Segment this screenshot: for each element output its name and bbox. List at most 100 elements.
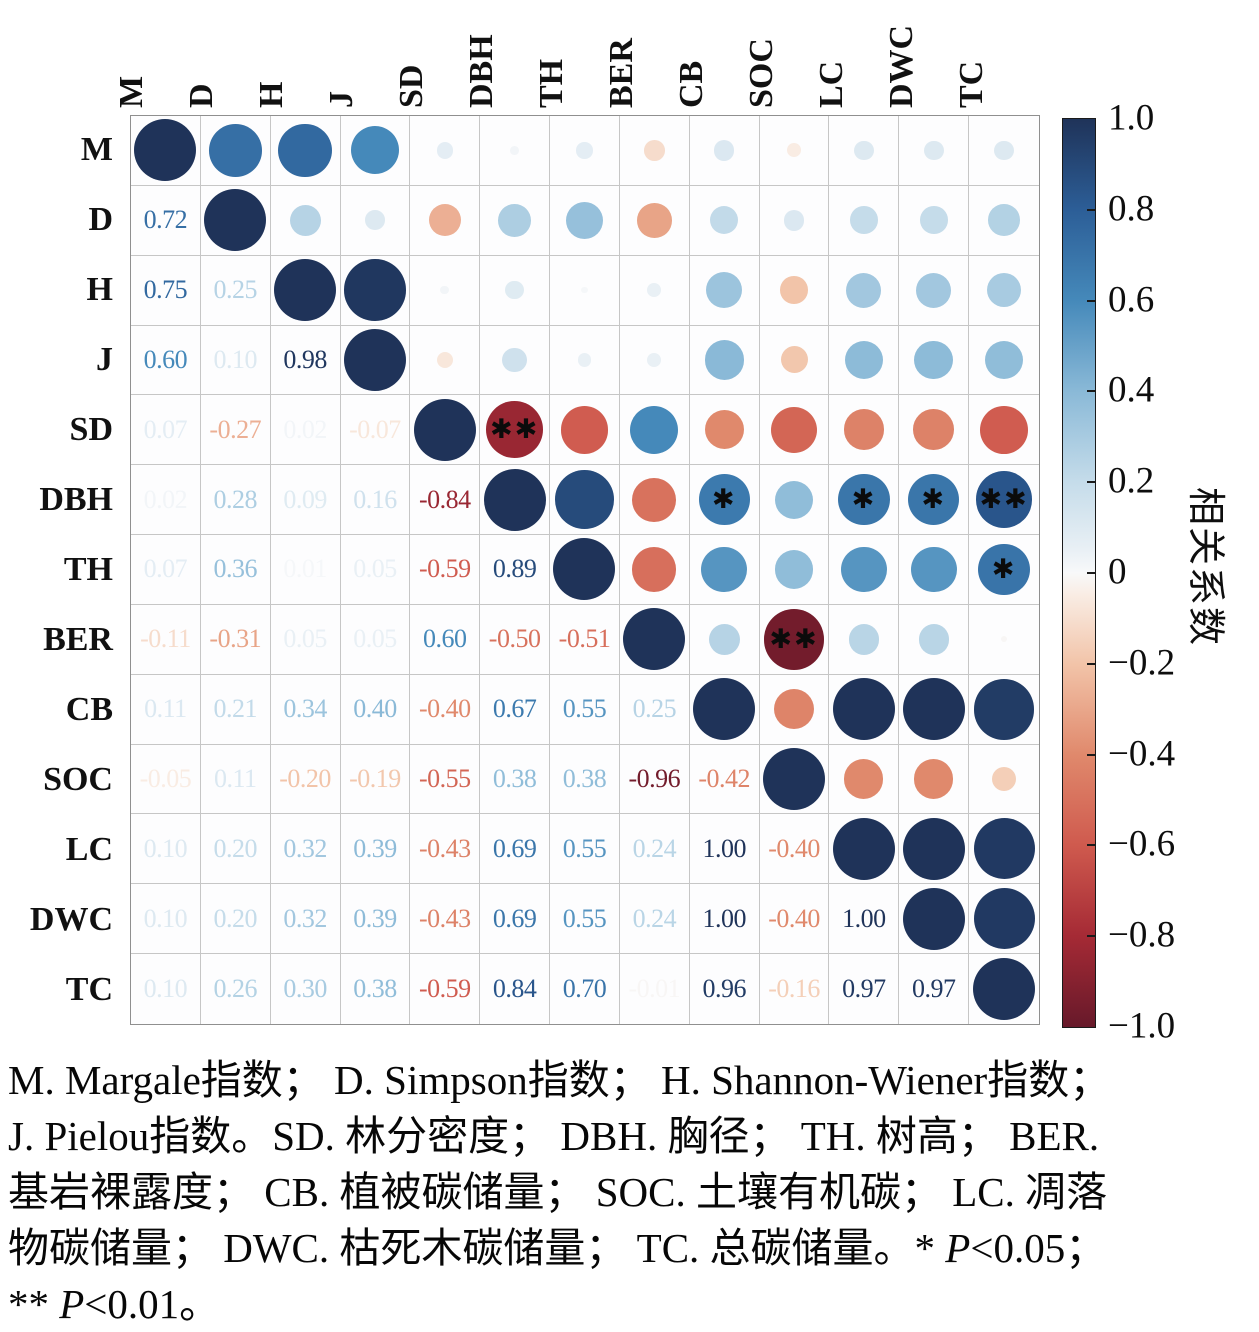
matrix-cell-J-M: 0.60 (131, 325, 201, 396)
matrix-cell-DBH-DWC: ✱ (899, 465, 970, 536)
correlation-value: 0.39 (353, 833, 397, 863)
matrix-cell-M-BER (619, 116, 690, 186)
matrix-cell-TC-J: 0.38 (340, 954, 411, 1024)
correlation-value: -0.96 (628, 764, 681, 794)
correlation-circle (436, 351, 453, 369)
matrix-cell-D-J (340, 185, 411, 256)
correlation-value: 0.36 (213, 554, 258, 584)
correlation-value: 0.20 (213, 903, 258, 933)
row-label-J: J (96, 341, 113, 378)
matrix-cell-SOC-J: -0.19 (340, 744, 411, 815)
correlation-value: 1.00 (842, 903, 886, 933)
row-label-D: D (88, 201, 113, 238)
correlation-value: 0.28 (213, 484, 258, 514)
correlation-value: 0.55 (562, 833, 607, 863)
matrix-cell-D-CB (689, 185, 760, 256)
correlation-circle (914, 340, 954, 380)
matrix-cell-DBH-J: 0.16 (340, 465, 411, 536)
matrix-cell-CB-SOC (759, 674, 830, 745)
correlation-value: -0.01 (628, 974, 681, 1004)
correlation-value: 0.97 (911, 974, 956, 1004)
correlation-value: 0.55 (562, 694, 607, 724)
colorbar-title: 相关系数 (1184, 487, 1226, 648)
matrix-cell-CB-TH: 0.55 (550, 674, 620, 745)
matrix-cell-TC-SD: -0.59 (410, 954, 481, 1024)
matrix-cell-J-DWC (899, 325, 970, 396)
matrix-cell-SOC-M: -0.05 (131, 744, 201, 815)
correlation-value: -0.59 (418, 554, 471, 584)
correlation-circle (647, 283, 662, 298)
colorbar-tick (1087, 753, 1095, 756)
correlation-circle (854, 140, 874, 161)
correlation-circle (289, 204, 321, 236)
col-label-CB: CB (673, 60, 710, 108)
correlation-circle (1000, 636, 1008, 643)
correlation-circle (350, 126, 399, 175)
correlation-circle (647, 353, 662, 367)
matrix-cell-SD-CB (689, 395, 760, 466)
matrix-cell-TH-LC (829, 535, 900, 605)
matrix-cell-LC-BER: 0.24 (619, 814, 690, 885)
correlation-value: 0.69 (492, 833, 537, 863)
matrix-cell-DBH-M: 0.02 (131, 465, 201, 536)
correlation-circle (560, 405, 609, 454)
matrix-cell-LC-TC (969, 814, 1039, 885)
matrix-cell-M-CB (689, 116, 760, 186)
matrix-cell-BER-H: 0.05 (270, 604, 341, 675)
matrix-cell-SOC-LC (829, 744, 900, 815)
row-label-SD: SD (69, 411, 113, 448)
row-label-TC: TC (65, 971, 113, 1008)
correlation-circle (763, 608, 825, 670)
matrix-cell-TH-DWC (899, 535, 970, 605)
correlation-circle (701, 546, 748, 593)
correlation-circle (846, 272, 882, 308)
matrix-cell-SOC-SD: -0.55 (410, 744, 481, 815)
colorbar-tick-label: 0 (1108, 551, 1127, 593)
matrix-cell-DWC-CB: 1.00 (689, 884, 760, 955)
matrix-cell-DBH-SOC (759, 465, 830, 536)
matrix-cell-LC-J: 0.39 (340, 814, 411, 885)
matrix-cell-M-D (200, 116, 271, 186)
correlation-circle (844, 759, 884, 799)
correlation-circle (708, 623, 740, 655)
correlation-value: 0.07 (143, 414, 188, 444)
colorbar-tick-label: −0.4 (1108, 733, 1176, 775)
correlation-value: 0.05 (353, 554, 397, 584)
col-label-SD: SD (393, 64, 430, 108)
col-label-DWC: DWC (883, 24, 920, 108)
matrix-cell-SOC-H: -0.20 (270, 744, 341, 815)
correlation-matrix-grid: 0.72 0.75 0.25 0.60 0.10 0.98 0.07 -0.27 0.02 -0.… (130, 115, 1040, 1025)
colorbar-tick (1087, 208, 1095, 211)
matrix-cell-TH-DBH: 0.89 (480, 535, 551, 605)
matrix-cell-J-D: 0.10 (200, 325, 271, 396)
matrix-cell-H-J (340, 255, 411, 326)
figure-caption: M. Margale指数； D. Simpson指数； H. Shannon-W… (8, 1052, 1254, 1332)
correlation-circle (902, 817, 965, 880)
correlation-circle (632, 477, 677, 522)
matrix-cell-TC-TH: 0.70 (550, 954, 620, 1024)
correlation-value: 0.70 (562, 974, 607, 1004)
matrix-cell-TC-CB: 0.96 (689, 954, 760, 1024)
correlation-circle (773, 689, 815, 730)
colorbar-tick (1087, 662, 1095, 665)
correlation-circle (632, 547, 677, 592)
matrix-cell-D-H (270, 185, 341, 256)
correlation-value: 0.10 (143, 833, 188, 863)
matrix-cell-DWC-LC: 1.00 (829, 884, 900, 955)
matrix-cell-BER-SD: 0.60 (410, 604, 481, 675)
matrix-cell-DWC-BER: 0.24 (619, 884, 690, 955)
correlation-circle (709, 206, 739, 235)
caption-line: M. Margale指数； D. Simpson指数； H. Shannon-W… (8, 1057, 1111, 1103)
matrix-cell-TH-H: 0.01 (270, 535, 341, 605)
correlation-value: 0.96 (702, 974, 746, 1004)
matrix-cell-BER-TC (969, 604, 1039, 675)
col-label-TC: TC (953, 60, 990, 108)
correlation-value: 0.11 (144, 694, 187, 724)
correlation-circle (576, 142, 593, 159)
correlation-value: -0.40 (418, 694, 471, 724)
matrix-cell-M-DBH (480, 116, 551, 186)
correlation-value: 0.60 (143, 344, 188, 374)
matrix-cell-LC-DWC (899, 814, 970, 885)
matrix-cell-M-DWC (899, 116, 970, 186)
correlation-circle (774, 480, 814, 519)
